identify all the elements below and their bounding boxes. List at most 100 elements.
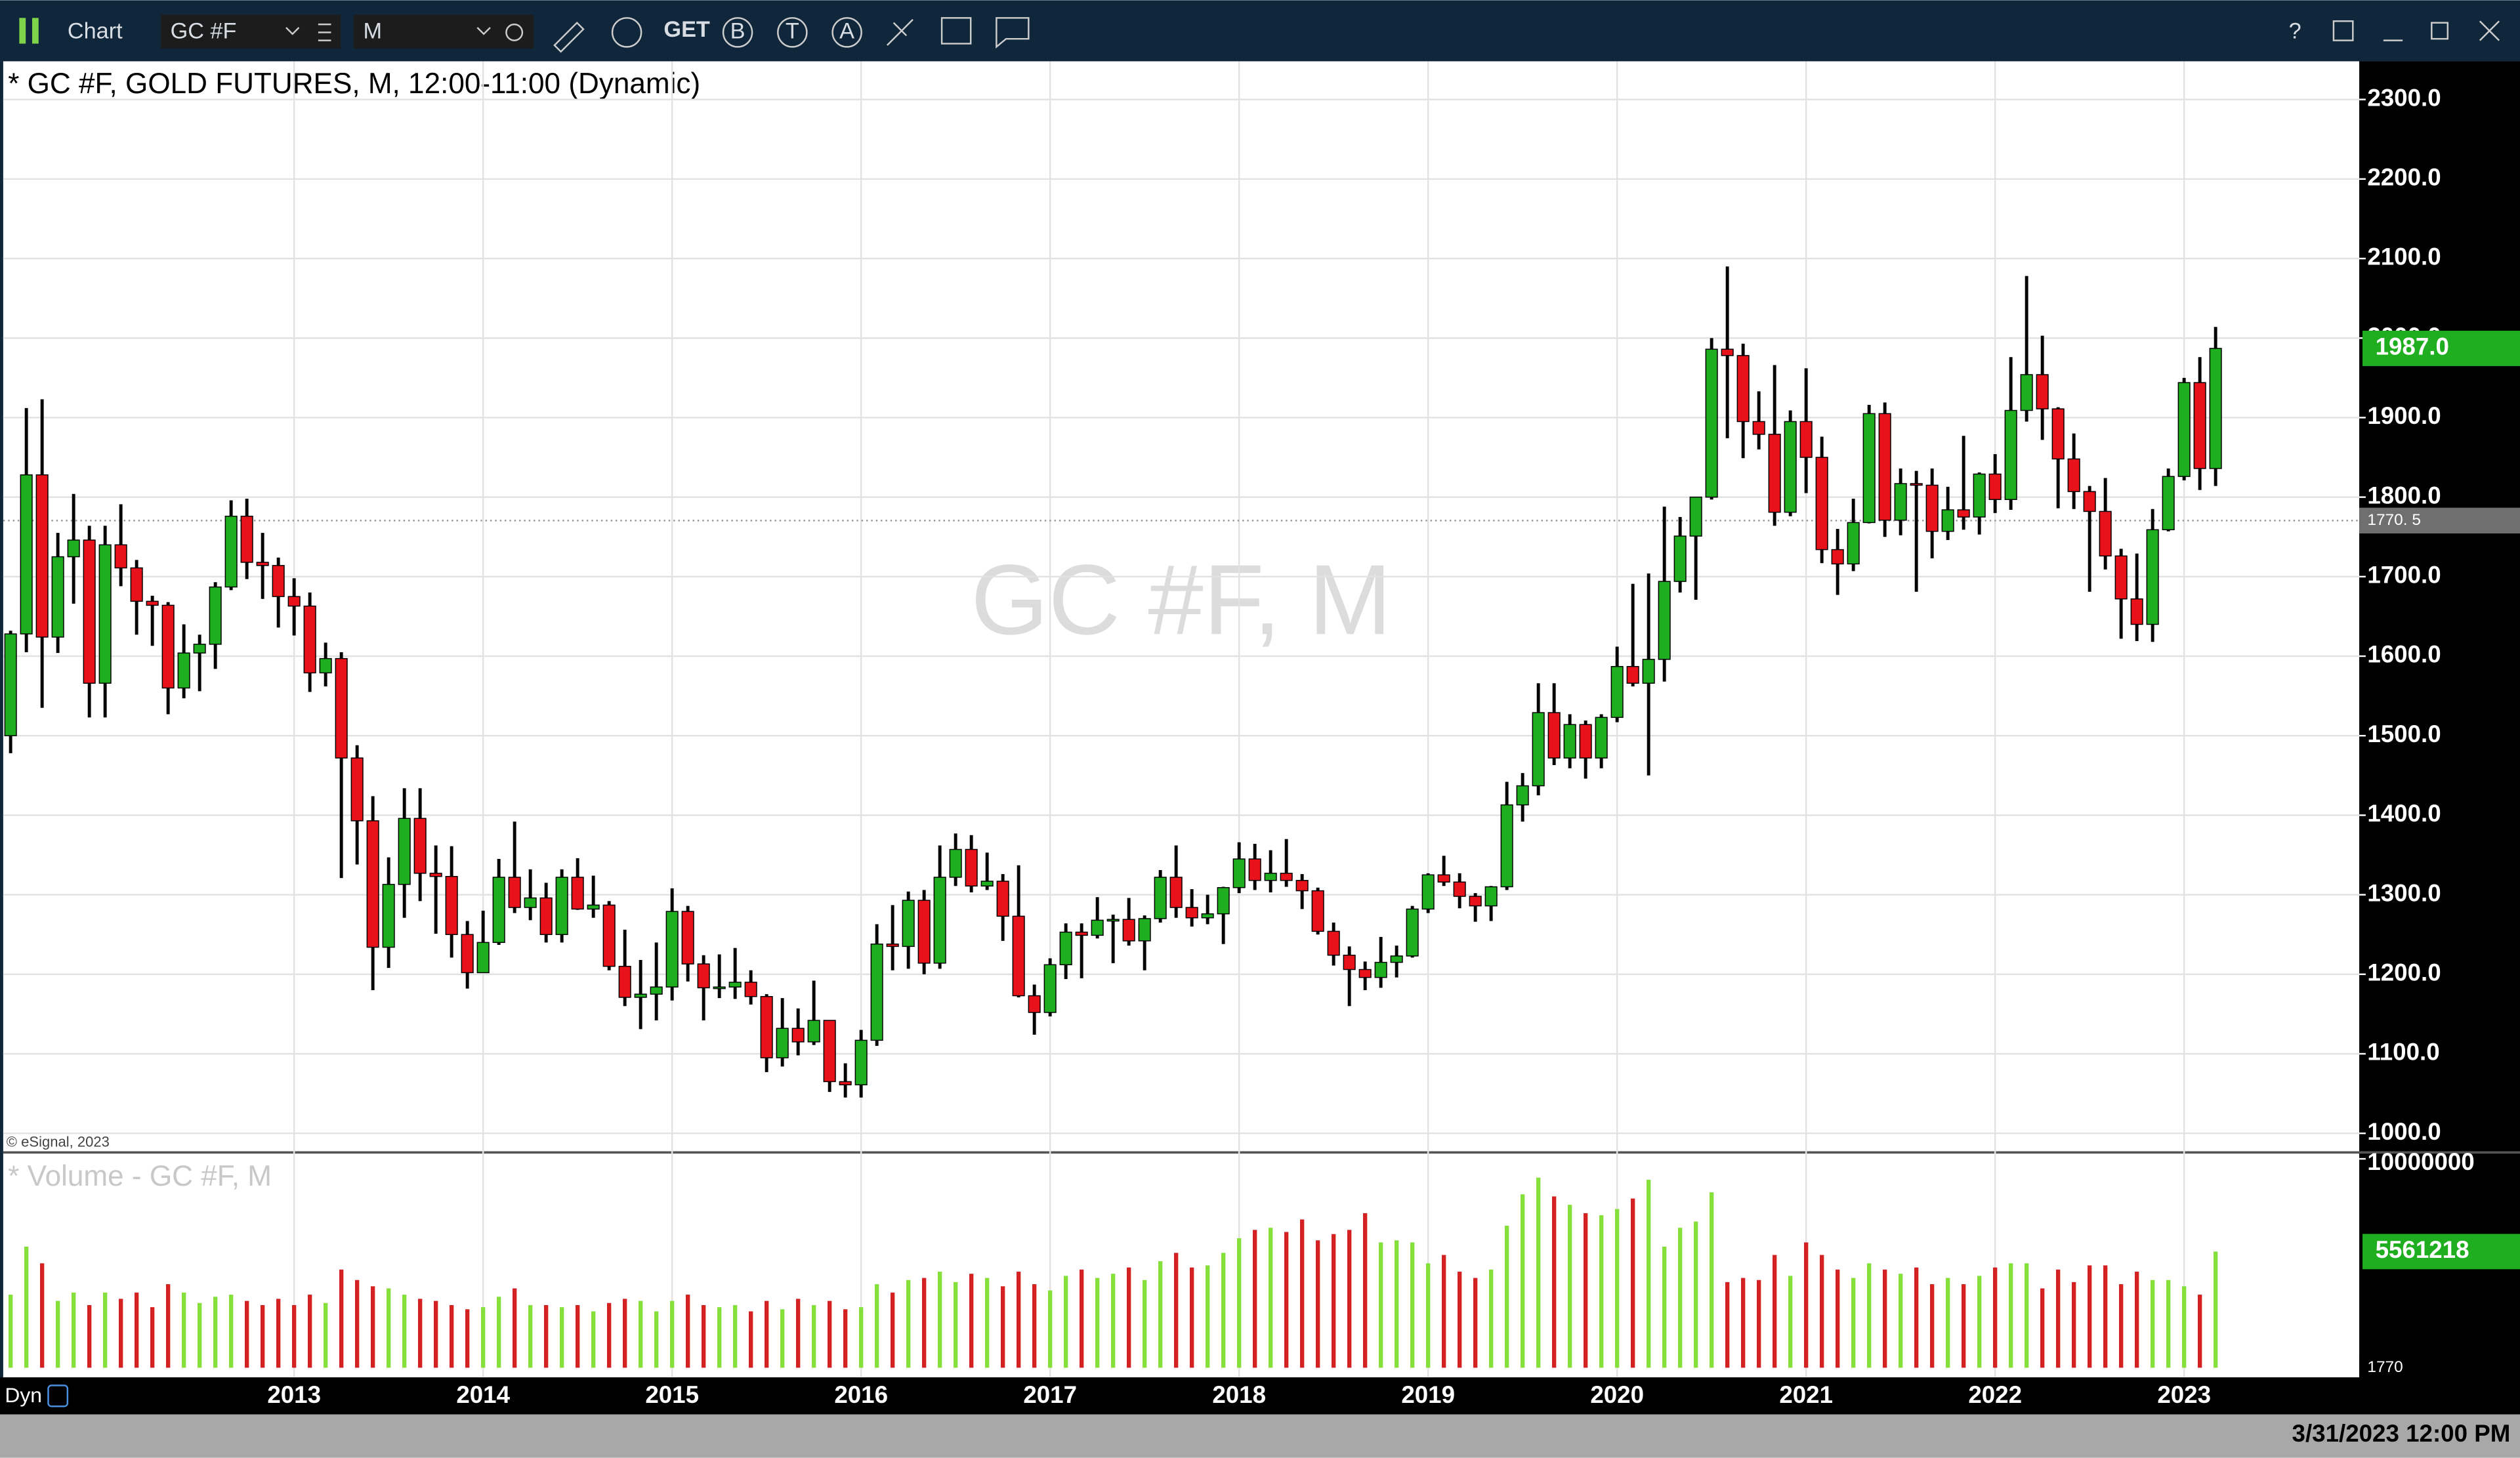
volume-bar — [417, 1299, 423, 1368]
restore-button[interactable] — [2431, 22, 2449, 40]
volume-bar — [984, 1278, 990, 1368]
candle-body — [2051, 408, 2065, 460]
draw-icon[interactable] — [553, 21, 585, 53]
y-tick-label: 2100.0 — [2367, 243, 2441, 270]
interval-box[interactable] — [353, 14, 534, 49]
a-button[interactable] — [831, 17, 862, 48]
candle-body — [2193, 382, 2206, 469]
volume-bar — [1063, 1276, 1068, 1368]
x-tick-label: 2018 — [1212, 1381, 1266, 1408]
volume-bar — [213, 1297, 218, 1368]
candle-body — [791, 1028, 805, 1043]
candle-body — [4, 633, 17, 736]
window-icon[interactable] — [2332, 20, 2354, 41]
candle-body — [2114, 555, 2128, 600]
clock-icon[interactable] — [505, 23, 524, 41]
comment-icon[interactable] — [996, 17, 1030, 49]
candle-body — [2177, 382, 2191, 477]
candle-body — [445, 875, 458, 935]
candle-body — [555, 877, 568, 935]
candle-body — [1516, 785, 1529, 806]
close-button[interactable] — [2479, 20, 2500, 41]
crosshair-box — [2359, 507, 2520, 533]
candle-body — [776, 1028, 789, 1058]
price-axis — [2359, 61, 2520, 1378]
volume-bar — [1945, 1278, 1950, 1368]
a-label[interactable]: A — [839, 18, 854, 43]
volume-bar — [1362, 1213, 1368, 1368]
candle-body — [366, 820, 379, 948]
symbol-box[interactable] — [160, 14, 341, 49]
status-bar — [0, 1414, 2520, 1458]
candle-body — [1469, 896, 1482, 907]
volume-bar — [1016, 1272, 1021, 1368]
candle-body — [272, 565, 285, 597]
candle-body — [1957, 509, 1970, 518]
study-icon[interactable] — [611, 17, 642, 48]
t-button[interactable] — [777, 17, 808, 48]
volume-bar — [1394, 1240, 1399, 1368]
b-label[interactable]: B — [730, 18, 746, 43]
candle-body — [1705, 348, 1718, 498]
volume-crosshair-box — [2359, 1356, 2520, 1378]
symbol[interactable]: GC #F — [171, 18, 237, 43]
chart-title: * GC #F, GOLD FUTURES, M, 12:00-11:00 (D… — [8, 68, 700, 100]
volume-bar — [1441, 1255, 1446, 1368]
volume-bar — [244, 1301, 249, 1368]
candle-body — [2099, 510, 2112, 557]
volume-bar — [2103, 1265, 2108, 1368]
volume-bar — [921, 1278, 927, 1368]
x-tick-label: 2023 — [2157, 1381, 2211, 1408]
t-label[interactable]: T — [786, 18, 799, 43]
candle-body — [303, 605, 316, 674]
get-button[interactable]: GET — [663, 17, 710, 42]
candle-body — [1043, 964, 1057, 1013]
candle-body — [1736, 355, 1750, 423]
volume-bar — [1992, 1267, 1998, 1368]
y-tick-label: 1200.0 — [2367, 959, 2441, 986]
volume-bar — [669, 1301, 675, 1368]
volume-bar — [2181, 1286, 2187, 1368]
interval[interactable]: M — [363, 18, 382, 43]
candle-body — [350, 757, 364, 822]
candle-body — [571, 877, 584, 910]
volume-bar — [1977, 1276, 1982, 1368]
candle-body — [681, 911, 694, 965]
x-tick-label: 2019 — [1401, 1381, 1455, 1408]
candle-body — [1138, 918, 1151, 942]
volume-bar — [575, 1304, 580, 1368]
volume-bar — [39, 1263, 45, 1368]
volume-bar — [1299, 1219, 1305, 1368]
candle-body — [67, 539, 80, 558]
volume-bar — [1662, 1246, 1667, 1368]
candle-body — [1673, 535, 1687, 582]
tool-icon[interactable] — [886, 18, 914, 46]
candle-body — [256, 562, 269, 566]
help-button[interactable]: ? — [2289, 18, 2301, 43]
volume-bar — [969, 1274, 974, 1368]
volume-bar — [102, 1292, 108, 1368]
last-price-label: 1987.0 — [2376, 333, 2449, 360]
volume-bar — [2024, 1263, 2029, 1368]
x-tick-label: 2016 — [834, 1381, 888, 1408]
b-button[interactable] — [722, 17, 753, 48]
candle-body — [35, 474, 49, 638]
volume-bar — [937, 1272, 942, 1368]
lock-icon[interactable] — [47, 1385, 69, 1407]
candle-body — [1847, 522, 1860, 565]
volume-bar — [433, 1301, 438, 1368]
volume-bar — [71, 1292, 76, 1368]
y-tick-label: 1300.0 — [2367, 879, 2441, 906]
x-tick-label: 2022 — [1968, 1381, 2022, 1408]
volume-bar — [827, 1301, 832, 1368]
volume-bar — [1158, 1261, 1163, 1368]
menu-icon[interactable] — [318, 23, 331, 41]
volume-bar — [197, 1302, 202, 1368]
volume-bar — [1551, 1196, 1557, 1368]
candle-body — [728, 982, 742, 988]
candle-body — [1106, 919, 1120, 922]
candle-body — [665, 911, 679, 988]
note-icon[interactable] — [940, 17, 972, 45]
